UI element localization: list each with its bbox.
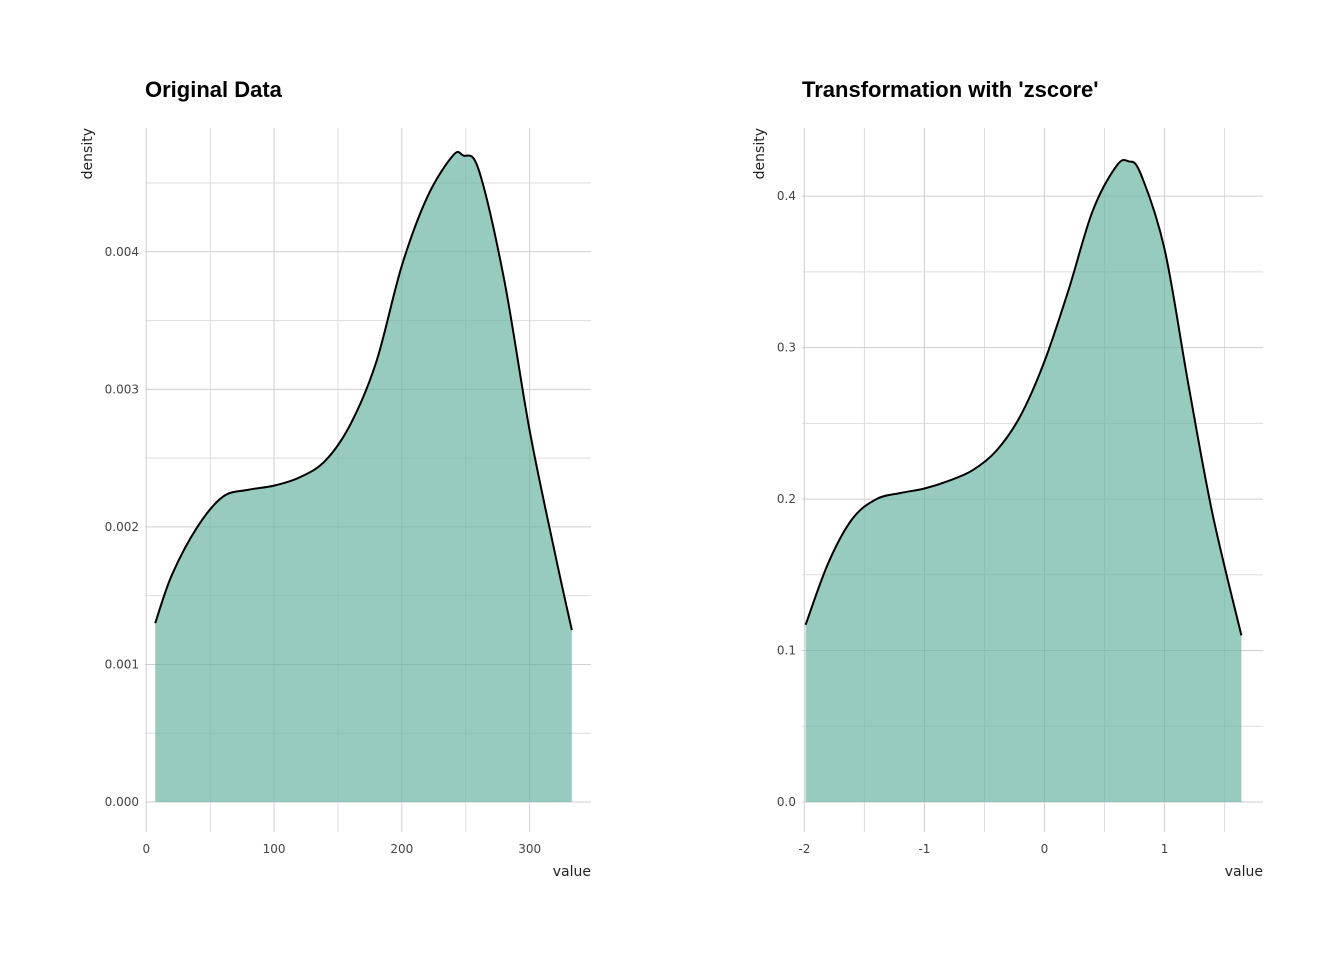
chart-title: Transformation with 'zscore' bbox=[802, 77, 1099, 102]
y-tick-label: 0.004 bbox=[105, 245, 139, 259]
x-axis-label: value bbox=[1225, 864, 1263, 880]
y-tick-label: 0.001 bbox=[105, 657, 139, 671]
y-tick-label: 0.1 bbox=[777, 644, 796, 658]
y-tick-label: 0.003 bbox=[105, 382, 139, 396]
plot-area bbox=[804, 158, 1243, 802]
x-tick-label: -2 bbox=[798, 842, 810, 856]
y-tick-label: 0.2 bbox=[777, 492, 796, 506]
y-tick-label: 0.000 bbox=[105, 795, 139, 809]
y-tick-label: 0.4 bbox=[777, 189, 796, 203]
y-tick-label: 0.002 bbox=[105, 520, 139, 534]
panel-zscore: Transformation with 'zscore' -2 -1 0 1 0.00… bbox=[752, 77, 1263, 880]
x-tick-labels: 0 100 200 300 bbox=[142, 842, 541, 856]
y-tick-labels: 0.000 0.001 0.002 0.003 0.004 bbox=[105, 245, 139, 809]
panel-original-data: Original Data 0 100 200 300 0.000 0.001 0.002… bbox=[80, 77, 591, 880]
density-line bbox=[804, 158, 1243, 636]
x-tick-labels: -2 -1 0 1 bbox=[798, 842, 1168, 856]
y-tick-label: 0.3 bbox=[777, 341, 796, 355]
y-axis-label: density bbox=[80, 128, 96, 179]
x-tick-label: 0 bbox=[142, 842, 150, 856]
y-tick-label: 0.0 bbox=[777, 795, 796, 809]
y-axis-label: density bbox=[752, 128, 768, 179]
x-tick-label: 200 bbox=[390, 842, 413, 856]
x-tick-label: 1 bbox=[1161, 842, 1169, 856]
x-axis-label: value bbox=[553, 864, 591, 880]
x-tick-label: 300 bbox=[518, 842, 541, 856]
y-tick-labels: 0.0 0.1 0.2 0.3 0.4 bbox=[777, 189, 796, 809]
density-area bbox=[805, 159, 1242, 802]
density-line bbox=[154, 150, 573, 631]
x-tick-label: -1 bbox=[918, 842, 930, 856]
plot-area bbox=[154, 150, 573, 802]
density-area bbox=[155, 151, 572, 802]
x-tick-label: 100 bbox=[263, 842, 286, 856]
chart-title: Original Data bbox=[145, 77, 283, 102]
x-tick-label: 0 bbox=[1041, 842, 1049, 856]
